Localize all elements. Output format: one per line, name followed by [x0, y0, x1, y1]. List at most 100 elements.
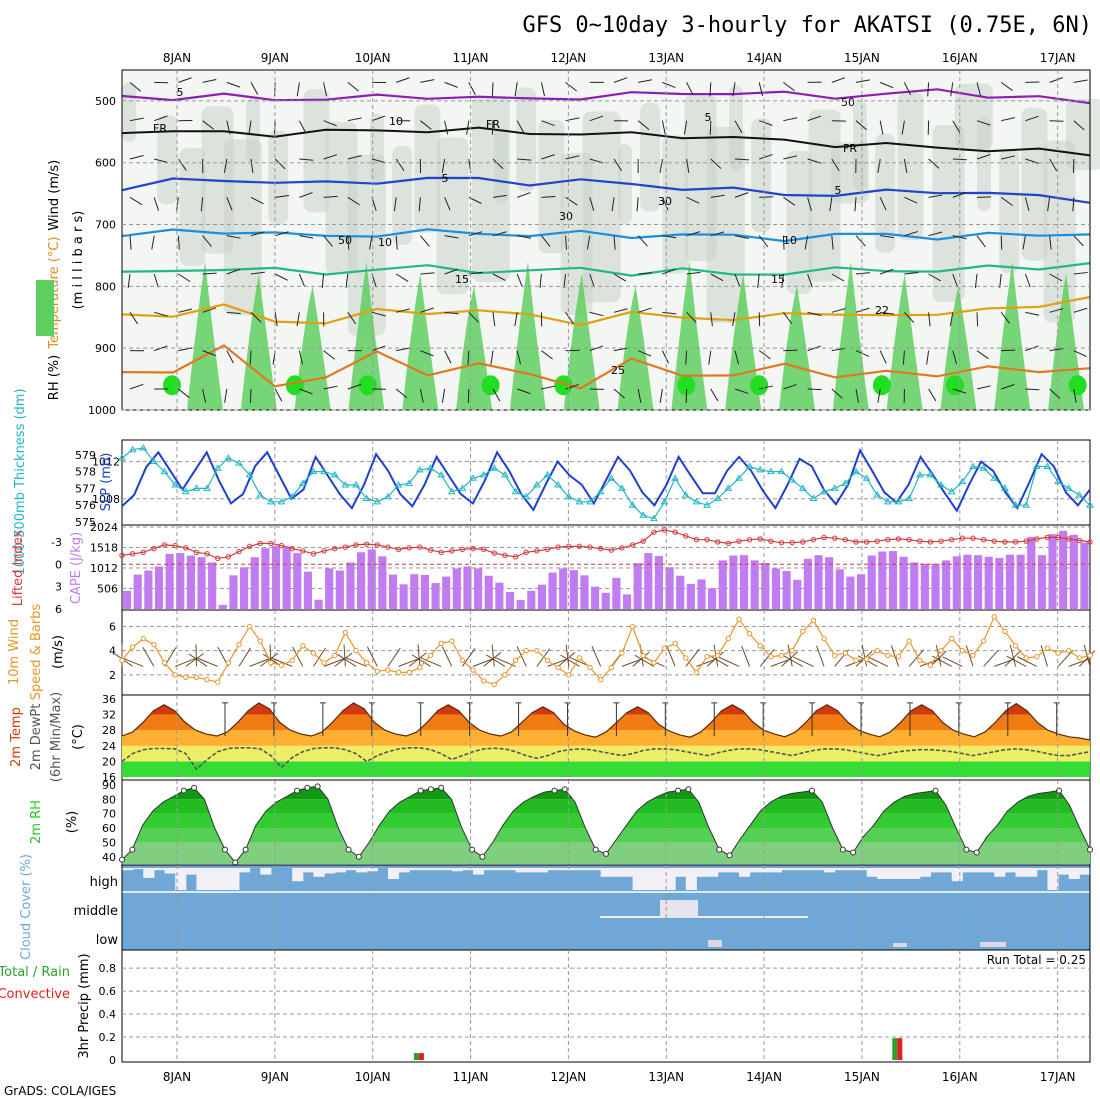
thickness-marker: [926, 470, 935, 478]
wind-barb: [491, 120, 494, 135]
thickness-marker: [522, 492, 531, 500]
wind-barb: [274, 273, 288, 281]
wind-barb: [1025, 115, 1039, 122]
high-cloud-bar: [313, 868, 325, 877]
rh-shade-band: [786, 150, 813, 294]
wind-barb: [783, 196, 796, 206]
wind-barb: [369, 235, 373, 250]
wind-barb: [999, 273, 1002, 288]
wind-barb: [757, 273, 760, 288]
thickness-marker: [320, 467, 328, 475]
li-marker: [640, 538, 646, 544]
wind-barb: [490, 350, 494, 365]
rh-shade-band: [392, 146, 413, 246]
isotherm-line: [121, 262, 1091, 277]
wind10-barb: [441, 646, 453, 667]
wind10-marker: [204, 677, 210, 683]
isotherm-line: [121, 344, 1091, 390]
high-cloud-bar: [515, 868, 527, 873]
high-cloud-bar: [579, 868, 591, 871]
wind10-marker: [927, 662, 934, 668]
high-cloud-bar: [143, 868, 155, 878]
li-marker: [906, 536, 912, 543]
wind-barb: [151, 235, 155, 250]
wind-barb: [250, 231, 265, 237]
wind-barb: [928, 312, 931, 327]
li-marker: [757, 536, 763, 542]
thickness-marker: [618, 484, 626, 491]
li-marker: [576, 543, 583, 550]
rh2m-tick: 60: [102, 822, 116, 835]
wind10-marker: [342, 629, 349, 636]
rh2m-marker: [438, 784, 445, 791]
cape-bar: [761, 562, 770, 609]
high-cloud-bar: [451, 868, 463, 872]
precip-convective-label: Convective: [0, 987, 70, 1002]
wind-barb: [539, 273, 542, 288]
wind-barb: [299, 235, 314, 239]
high-cloud-bar: [217, 868, 229, 890]
wind10-marker: [310, 650, 317, 656]
wind10-marker: [991, 614, 997, 620]
thickness-marker: [692, 497, 701, 505]
li-marker: [704, 536, 710, 543]
thickness-marker: [671, 474, 680, 481]
wind-barb: [879, 350, 887, 364]
wind-barb: [565, 196, 578, 206]
rh-shade-band: [1021, 107, 1048, 261]
li-marker: [619, 545, 625, 551]
wind10-marker: [980, 638, 987, 644]
wind10-barb: [793, 656, 814, 667]
wind10-marker: [949, 635, 955, 642]
cape-bar: [782, 570, 791, 609]
wind-barb: [855, 272, 870, 275]
wind10-marker: [1002, 628, 1008, 635]
wind-barb: [637, 120, 650, 130]
wind10-barb: [1079, 650, 1096, 667]
wind-barb: [250, 82, 259, 95]
wind-barb: [226, 235, 241, 239]
wind10-barb: [816, 645, 825, 667]
li-marker: [353, 542, 359, 548]
wind10-barb: [343, 644, 346, 667]
wind-barb: [1024, 197, 1030, 212]
wind-barb: [223, 158, 228, 173]
wind-barb: [829, 197, 833, 212]
wind-barb: [420, 272, 435, 275]
wind-barb: [517, 235, 532, 239]
li-marker: [555, 544, 561, 550]
wind-barb: [178, 273, 191, 283]
cape-bar: [442, 576, 451, 609]
wind-barb: [637, 235, 648, 247]
thickness-marker: [543, 470, 552, 478]
cape-bar: [601, 592, 610, 609]
high-cloud-bar: [813, 868, 825, 871]
rh-shade-band: [977, 116, 991, 212]
temp-tick: 16: [102, 771, 116, 784]
high-cloud-bar: [387, 868, 400, 879]
wind-barb: [949, 312, 954, 327]
wind-barb: [831, 158, 840, 172]
li-marker: [768, 538, 774, 544]
wind10-barb: [238, 647, 252, 667]
wind10-marker: [746, 631, 753, 637]
wind-barb: [686, 231, 701, 237]
slp-ylabel: SLP (mb): [99, 453, 114, 512]
contour-label: 5: [705, 111, 712, 124]
thickness-marker: [969, 462, 977, 470]
cape-bar: [410, 574, 419, 609]
wind10-barb: [942, 656, 963, 667]
wind-barb: [226, 81, 241, 88]
cape-bar: [559, 568, 568, 609]
wind-barb: [879, 197, 887, 211]
high-cloud-bar: [643, 868, 655, 890]
wind10-marker: [1055, 650, 1061, 656]
panel-frame: [121, 949, 1091, 1063]
thickness-marker: [341, 481, 350, 488]
cape-bar: [229, 575, 238, 609]
high-cloud-bar: [792, 868, 804, 871]
wind-barb: [589, 311, 604, 317]
wind-barb: [804, 235, 809, 250]
cape-bar: [495, 582, 504, 609]
dewpt-ylabel: 2m DewPt: [29, 704, 44, 771]
